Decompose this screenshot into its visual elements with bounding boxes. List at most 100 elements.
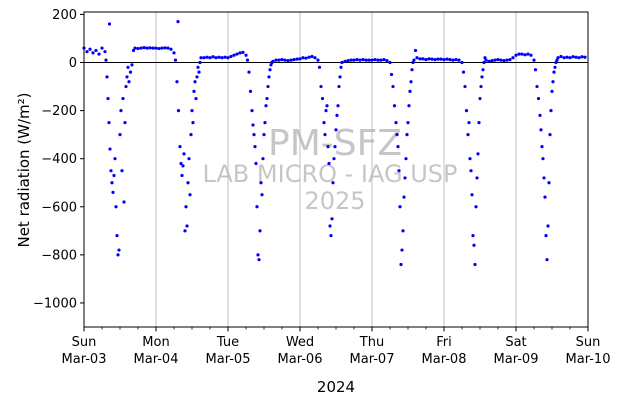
data-point — [471, 234, 475, 238]
data-point — [110, 181, 114, 185]
x-tick-day: Sat — [505, 335, 526, 350]
x-tick-day: Thu — [359, 335, 384, 350]
data-point — [499, 58, 503, 62]
data-point — [385, 58, 389, 63]
data-point — [295, 57, 299, 61]
data-point — [112, 173, 116, 178]
data-point — [328, 224, 332, 228]
data-point — [373, 58, 377, 62]
data-point — [250, 108, 254, 113]
data-point — [546, 224, 550, 228]
data-point — [123, 121, 127, 125]
watermark: PM-SFZ LAB MICRO - IAG USP 2025 — [202, 123, 457, 215]
data-point — [389, 72, 394, 77]
data-point — [178, 145, 182, 149]
data-point — [254, 161, 258, 166]
data-point — [198, 60, 202, 65]
data-point — [327, 161, 331, 166]
data-point — [479, 84, 483, 89]
data-point — [185, 224, 189, 228]
data-point — [395, 133, 399, 137]
data-point — [551, 80, 555, 84]
data-point — [398, 205, 402, 209]
data-point — [574, 55, 578, 59]
data-point — [196, 65, 200, 69]
data-point — [382, 58, 386, 62]
data-point — [580, 55, 584, 59]
data-point — [442, 58, 446, 62]
data-point — [391, 84, 395, 89]
data-point — [307, 55, 311, 59]
data-point — [181, 164, 185, 168]
data-point — [313, 56, 317, 60]
data-point — [430, 57, 434, 61]
x-tick-date: Mar-06 — [278, 352, 323, 367]
data-point — [427, 57, 431, 61]
data-point — [407, 104, 411, 108]
data-point — [258, 229, 262, 233]
data-point — [265, 96, 269, 101]
data-point — [261, 157, 265, 161]
data-point — [400, 248, 404, 252]
data-point — [175, 80, 179, 84]
data-point — [103, 50, 107, 54]
data-point — [114, 205, 118, 209]
data-point — [192, 89, 196, 93]
data-point — [409, 80, 413, 84]
data-point — [583, 55, 587, 59]
y-axis-title: Net radiation (W/m²) — [15, 92, 33, 247]
data-point — [571, 55, 575, 59]
data-point — [334, 128, 338, 132]
data-point — [121, 96, 125, 101]
data-point — [277, 58, 281, 62]
data-point — [323, 133, 327, 137]
data-point — [379, 58, 383, 62]
data-point — [541, 157, 545, 161]
data-point — [526, 52, 530, 56]
data-point — [544, 234, 548, 238]
data-point — [130, 63, 134, 67]
x-tick-day: Mon — [142, 335, 169, 350]
data-point — [508, 58, 512, 62]
data-point — [325, 104, 329, 108]
data-point — [464, 108, 469, 113]
y-tick-label: −600 — [41, 200, 77, 215]
data-point — [241, 50, 245, 55]
data-point — [253, 145, 257, 149]
data-point — [119, 108, 123, 113]
data-point — [346, 58, 350, 63]
data-point — [214, 56, 218, 60]
data-point — [460, 60, 464, 65]
data-point — [535, 84, 539, 89]
data-point — [193, 80, 197, 84]
data-point — [298, 57, 302, 61]
data-point — [184, 205, 188, 209]
data-point — [559, 54, 563, 59]
data-point — [179, 161, 183, 166]
x-tick-date: Mar-04 — [134, 352, 179, 367]
data-point — [332, 157, 336, 161]
x-tick-date: Mar-03 — [62, 352, 107, 367]
data-point — [555, 58, 559, 62]
data-point — [556, 56, 560, 60]
data-point — [106, 96, 110, 101]
data-point — [109, 169, 113, 173]
data-point — [336, 104, 340, 108]
data-point — [189, 133, 193, 137]
data-point — [370, 58, 374, 62]
data-point — [124, 84, 128, 89]
data-point — [163, 46, 167, 50]
data-point — [145, 46, 149, 50]
data-point — [514, 53, 518, 57]
data-point — [280, 58, 284, 62]
data-point — [260, 193, 264, 197]
data-point — [301, 56, 305, 60]
data-point — [337, 84, 341, 89]
data-point — [542, 176, 546, 180]
data-point — [394, 121, 398, 125]
data-point — [343, 59, 347, 63]
data-point — [202, 56, 206, 60]
data-point — [406, 121, 410, 125]
data-point — [115, 234, 119, 238]
data-point — [482, 60, 486, 65]
